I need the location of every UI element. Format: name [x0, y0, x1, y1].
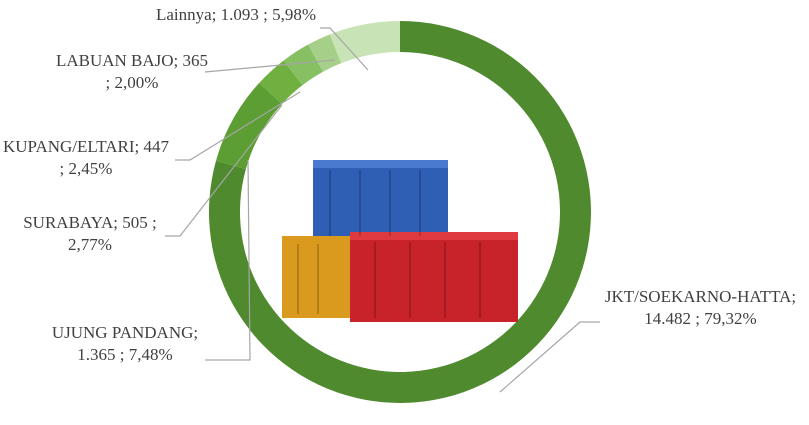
label-surabaya: SURABAYA; 505 ; 2,77%: [15, 212, 165, 256]
percent-label: 2,00%: [114, 73, 159, 92]
percent-label: 5,98%: [272, 5, 317, 24]
category-label: Lainnya: [155, 5, 212, 24]
separator: ;: [211, 5, 217, 24]
separator: ;: [105, 73, 111, 92]
separator: ;: [59, 159, 65, 178]
value-label: 1.365: [77, 345, 116, 364]
value-label: 505: [122, 213, 148, 232]
slice: [216, 83, 282, 170]
containers: [282, 160, 518, 322]
category-label: UJUNG PANDANG: [51, 323, 194, 342]
label-ujung-pandang: UJUNG PANDANG; 1.365 ; 7,48%: [45, 322, 205, 366]
slice: [259, 60, 303, 104]
percent-label: 79,32%: [704, 309, 757, 328]
separator: ;: [119, 345, 125, 364]
value-label: 1.093: [220, 5, 259, 24]
slice: [329, 21, 400, 64]
label-labuan-bajo: LABUAN BAJO; 365 ; 2,00%: [52, 50, 212, 94]
separator: ;: [152, 213, 157, 232]
percent-label: 2,77%: [68, 235, 112, 254]
percent-label: 7,48%: [128, 345, 173, 364]
separator: ;: [134, 137, 140, 156]
label-jkt: JKT/SOEKARNO-HATTA; 14.482 ; 79,32%: [598, 286, 803, 330]
separator: ;: [695, 309, 701, 328]
percent-label: 2,45%: [68, 159, 113, 178]
label-kupang: KUPANG/ELTARI; 447 ; 2,45%: [0, 136, 172, 180]
slice: [308, 34, 342, 72]
label-lainnya: Lainnya; 1.093 ; 5,98%: [150, 4, 322, 26]
value-label: 14.482: [644, 309, 692, 328]
value-label: 365: [182, 51, 209, 70]
slice: [283, 44, 324, 86]
category-label: SURABAYA: [23, 213, 114, 232]
value-label: 447: [143, 137, 170, 156]
separator: ;: [113, 213, 119, 232]
separator: ;: [791, 287, 797, 306]
separator: ;: [173, 51, 179, 70]
leader-lines: [165, 27, 600, 393]
category-label: LABUAN BAJO: [55, 51, 174, 70]
category-label: JKT/SOEKARNO-HATTA: [604, 287, 792, 306]
separator: ;: [263, 5, 268, 24]
separator: ;: [193, 323, 199, 342]
category-label: KUPANG/ELTARI: [3, 137, 135, 156]
